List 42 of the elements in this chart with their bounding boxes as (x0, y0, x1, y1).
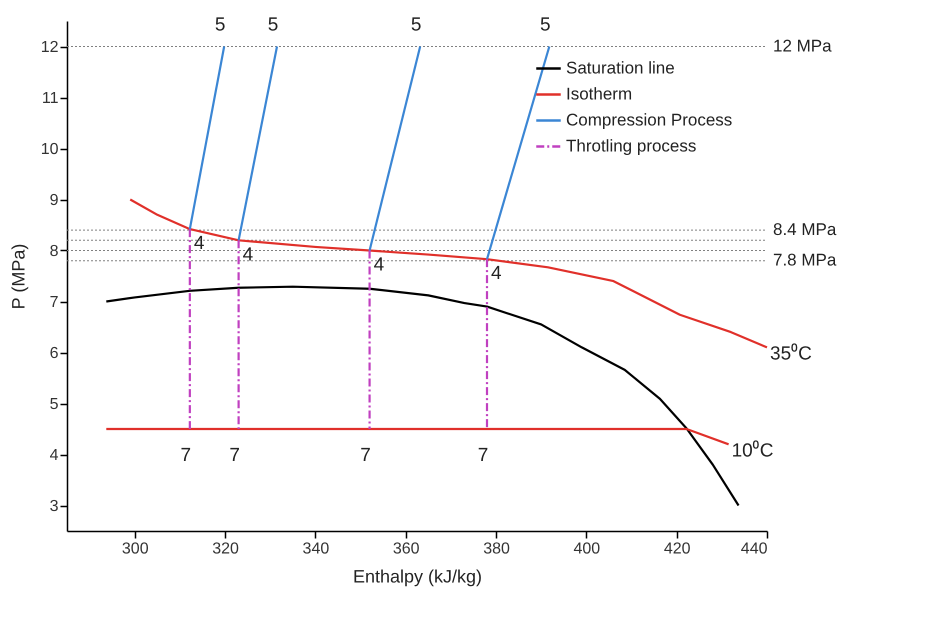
annotation: 35⁰C (770, 342, 812, 364)
annotation: 7 (478, 445, 488, 466)
x-tick-label: 400 (574, 540, 600, 558)
annotation: 5 (540, 14, 551, 36)
annotation: 7 (229, 445, 240, 466)
annotation: 7 (360, 445, 371, 466)
legend-label: Compression Process (566, 110, 732, 130)
annotation: 7 (180, 445, 192, 466)
y-tick-label: 9 (50, 192, 59, 209)
annotation: 4 (242, 244, 254, 266)
ref-line-label: 8.4 MPa (773, 220, 837, 240)
y-tick-label: 8 (50, 243, 59, 260)
x-tick-label: 360 (392, 540, 420, 558)
ref-line-label: 12 MPa (773, 36, 832, 56)
line-series (129, 198, 768, 348)
ref-line-label: 7.8 MPa (773, 250, 837, 270)
x-tick-label: 320 (212, 540, 240, 558)
annotation: 5 (410, 14, 422, 36)
y-tick-label: 11 (42, 90, 59, 107)
annotation: 4 (374, 254, 385, 276)
y-tick-label: 6 (50, 345, 59, 362)
legend-label: Throtling process (566, 136, 696, 156)
x-tick-label: 340 (302, 540, 330, 558)
x-tick-label: 420 (664, 540, 691, 558)
annotation: 5 (214, 14, 226, 36)
annotation: 4 (194, 233, 205, 254)
y-axis-title: P (MPa) (8, 244, 29, 310)
y-tick-label: 5 (50, 396, 59, 413)
y-tick-label: 7 (50, 294, 59, 311)
y-tick-label: 10 (40, 141, 59, 158)
x-tick-label: 300 (122, 540, 149, 558)
annotation: 4 (491, 263, 502, 284)
x-axis-title: Enthalpy (kJ/kg) (352, 566, 482, 586)
legend-label: Saturation line (566, 58, 675, 78)
y-tick-label: 12 (40, 39, 59, 56)
annotation: 5 (268, 14, 278, 36)
y-tick-label: 3 (50, 498, 59, 515)
x-tick-label: 440 (740, 540, 768, 558)
x-tick-label: 380 (483, 540, 510, 558)
annotation: 10⁰C (732, 439, 774, 462)
legend-label: Isotherm (566, 84, 632, 104)
y-tick-label: 4 (50, 447, 59, 464)
